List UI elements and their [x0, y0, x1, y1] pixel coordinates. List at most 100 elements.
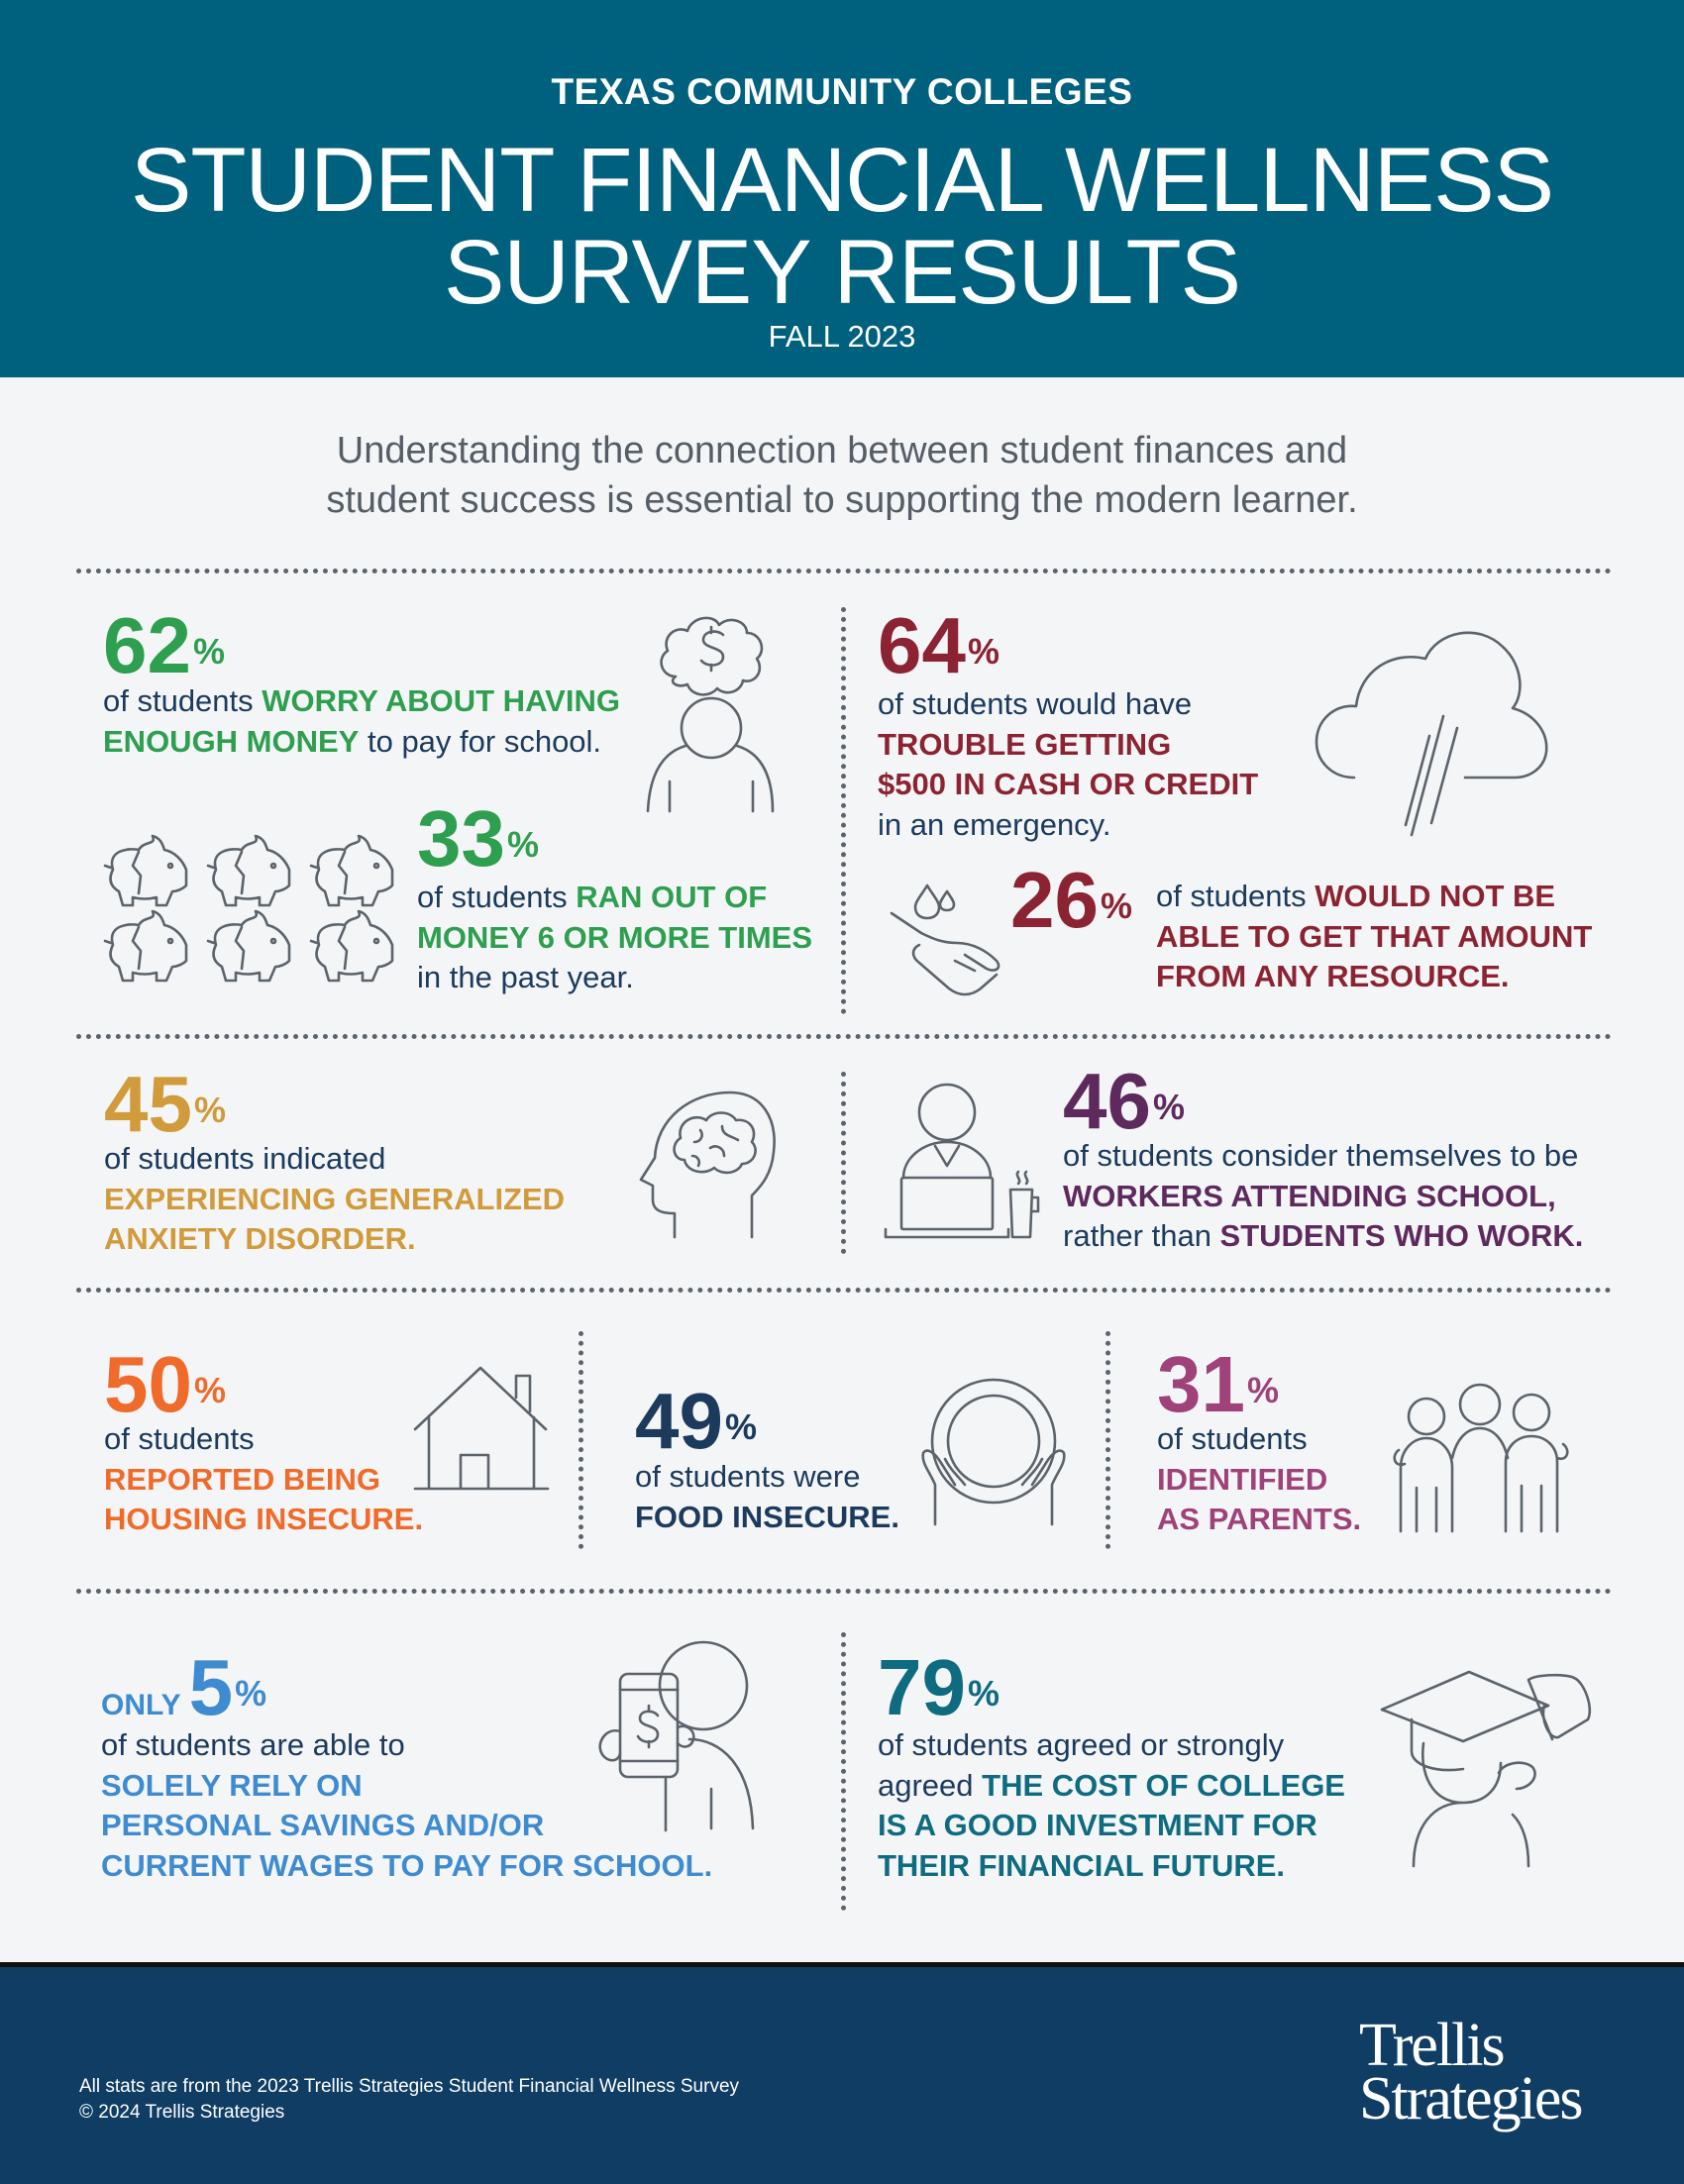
stat-number: 49% [635, 1380, 757, 1463]
description-line: ANXIETY DISORDER. [104, 1219, 565, 1260]
trellis-strategies-logo: Trellis Strategies [1359, 2012, 1583, 2132]
stat-50-percent: 50% of students REPORTED BEING HOUSING INSE… [104, 1340, 423, 1537]
stat-26-percent: 26% of students WOULD NOT BE ABLE TO GET T… [1010, 859, 1592, 994]
person-laptop-coffee-icon [884, 1083, 1042, 1241]
divider-vertical [841, 1632, 846, 1911]
house-icon [413, 1364, 550, 1491]
divider-vertical [1105, 1331, 1110, 1549]
stat-value: 5 [188, 1643, 234, 1731]
intro-text: Understanding the connection between stu… [0, 426, 1684, 525]
divider-vertical [841, 607, 846, 1014]
body-text: of students consider themselves to be [1063, 1138, 1579, 1173]
stat-value: 45 [104, 1060, 192, 1148]
hand-water-drop-icon [890, 884, 1003, 997]
season: FALL 2023 [768, 319, 916, 354]
stat-33-percent: 33% of students RAN OUT OF MONEY 6 OR MORE… [417, 797, 812, 995]
stat-number: 45% [104, 1063, 226, 1146]
highlight-text: ANXIETY DISORDER. [104, 1221, 416, 1256]
percent-sign: % [506, 824, 539, 865]
highlight-text: FROM ANY RESOURCE. [1156, 959, 1510, 993]
divider [76, 1034, 1612, 1039]
copyright: © 2024 Trellis Strategies [79, 2102, 285, 2123]
person-phone-dollar-icon [594, 1640, 774, 1832]
highlight-text: PERSONAL SAVINGS AND/OR [101, 1808, 545, 1842]
stat-description: of students were FOOD INSECURE. [635, 1457, 899, 1537]
body-text: of students [1157, 1421, 1308, 1456]
highlight-text: CURRENT WAGES TO PAY FOR SCHOOL. [101, 1847, 713, 1883]
stat-description: of students would have TROUBLE GETTING $50… [878, 684, 1258, 845]
stat-description: of students indicated EXPERIENCING GENERA… [104, 1139, 565, 1260]
description-line: of students WOULD NOT BE [1156, 877, 1592, 917]
stat-number: 26% [1010, 859, 1132, 942]
description-line: THEIR FINANCIAL FUTURE. [878, 1846, 1345, 1887]
description-line: WORKERS ATTENDING SCHOOL, [1063, 1177, 1583, 1217]
body-text: of students [104, 1421, 255, 1456]
worried-person-dollar-thought-icon [646, 607, 776, 813]
percent-sign: % [192, 631, 225, 672]
stat-value: 64 [878, 601, 966, 689]
description-line: of students RAN OUT OF [417, 878, 812, 918]
stat-62-percent: 62% of students WORRY ABOUT HAVING ENOUGH … [103, 604, 620, 759]
highlight-text: AS PARENTS. [1157, 1502, 1362, 1536]
description-line: agreed THE COST OF COLLEGE [878, 1766, 1345, 1807]
description-line: ENOUGH MONEY to pay for school. [103, 722, 620, 763]
stat-value: 26 [1010, 856, 1099, 944]
stat-5-percent: ONLY 5% of students are able to SOLELY RELY… [101, 1646, 712, 1883]
highlight-text: REPORTED BEING [104, 1461, 381, 1497]
highlight-text: ABLE TO GET THAT AMOUNT [1156, 918, 1593, 954]
graduate-diploma-icon [1380, 1670, 1598, 1868]
highlight-text: FOOD INSECURE. [635, 1499, 899, 1534]
head-brain-icon [635, 1091, 776, 1239]
highlight-text: THE COST OF COLLEGE [982, 1767, 1345, 1803]
description-line: of students indicated [104, 1139, 565, 1180]
stat-number: 33% [417, 797, 539, 881]
highlight-text: EXPERIENCING GENERALIZED [104, 1181, 566, 1216]
body-text: of students are able to [101, 1727, 405, 1762]
broken-piggy-banks-icon [101, 834, 398, 987]
divider [76, 1589, 1612, 1594]
stat-number: 31% [1157, 1343, 1279, 1426]
highlight-text: WOULD NOT BE [1315, 879, 1556, 913]
body-text: rather than [1063, 1218, 1220, 1253]
stat-description: of students RAN OUT OF MONEY 6 OR MORE TI… [417, 878, 812, 998]
body-text: of students agreed or strongly [878, 1727, 1285, 1762]
highlight-text: THEIR FINANCIAL FUTURE. [878, 1847, 1286, 1883]
description-line: of students consider themselves to be [1063, 1136, 1583, 1177]
body-text: of students were [635, 1459, 861, 1494]
body-text: agreed [878, 1767, 983, 1803]
highlight-text: HOUSING INSECURE. [104, 1502, 424, 1536]
stat-number: ONLY 5% [101, 1646, 266, 1729]
stat-value: 46 [1063, 1057, 1151, 1145]
highlight-text: STUDENTS WHO WORK. [1219, 1218, 1584, 1253]
description-line: EXPERIENCING GENERALIZED [104, 1180, 565, 1220]
percent-sign: % [193, 1370, 226, 1410]
footer: All stats are from the 2023 Trellis Stra… [0, 1962, 1684, 2184]
divider [76, 1288, 1612, 1293]
description-line: REPORTED BEING [104, 1460, 423, 1501]
source-note: All stats are from the 2023 Trellis Stra… [79, 2076, 740, 2097]
stat-45-percent: 45% of students indicated EXPERIENCING GEN… [104, 1063, 565, 1257]
highlight-text: ENOUGH MONEY [103, 723, 360, 759]
stat-value: 50 [104, 1340, 192, 1428]
rain-cloud-icon [1315, 617, 1553, 838]
body-text: to pay for school. [359, 723, 602, 759]
description-line: $500 IN CASH OR CREDIT [878, 765, 1258, 805]
stat-79-percent: 79% of students agreed or strongly agreed … [878, 1646, 1345, 1883]
description-line: PERSONAL SAVINGS AND/OR [101, 1806, 712, 1846]
percent-sign: % [967, 631, 1000, 672]
description-line: of students WORRY ABOUT HAVING [103, 681, 620, 722]
body-text: of students [1156, 879, 1316, 913]
description-line: of students [104, 1419, 423, 1460]
highlight-text: RAN OUT OF [576, 880, 768, 914]
highlight-text: MONEY 6 OR MORE TIMES [417, 919, 813, 955]
description-line: FROM ANY RESOURCE. [1156, 957, 1592, 997]
page-title-line-2: SURVEY RESULTS [443, 222, 1241, 323]
page-title-line-1: STUDENT FINANCIAL WELLNESS [130, 130, 1554, 231]
description-line: CURRENT WAGES TO PAY FOR SCHOOL. [101, 1846, 712, 1887]
highlight-text: WORRY ABOUT HAVING [262, 683, 620, 718]
body-text: of students would have [878, 686, 1193, 721]
body-text: of students [417, 880, 577, 914]
body-text: in an emergency. [878, 806, 1111, 842]
description-line: of students would have [878, 684, 1258, 725]
stat-number: 79% [878, 1646, 1000, 1729]
